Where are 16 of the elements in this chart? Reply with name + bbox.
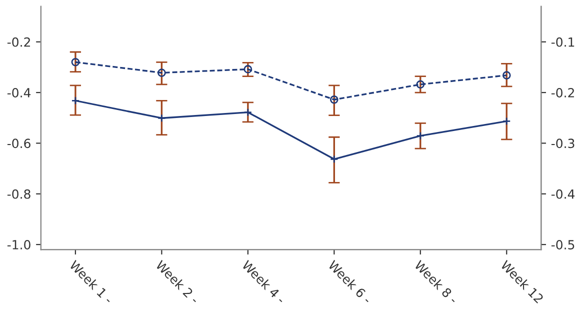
point <box>158 68 166 77</box>
y2-tick-label: -0.5 <box>551 240 574 250</box>
y-tick-label: -0.8 <box>7 189 30 199</box>
y2-tick-label: -0.3 <box>551 138 574 148</box>
y2-tick-label: -0.4 <box>551 189 575 199</box>
y-tick-label: -0.2 <box>7 37 30 47</box>
y-tick-label: -0.6 <box>7 138 30 148</box>
point <box>244 65 252 74</box>
point <box>330 95 338 104</box>
y-tick-label: -1.0 <box>7 240 30 250</box>
point <box>502 71 511 80</box>
y-tick-label: -0.4 <box>7 88 31 98</box>
point <box>416 80 425 89</box>
y2-tick-label: -0.2 <box>551 88 574 98</box>
y2-tick-label: -0.1 <box>551 37 574 47</box>
point <box>71 58 80 66</box>
